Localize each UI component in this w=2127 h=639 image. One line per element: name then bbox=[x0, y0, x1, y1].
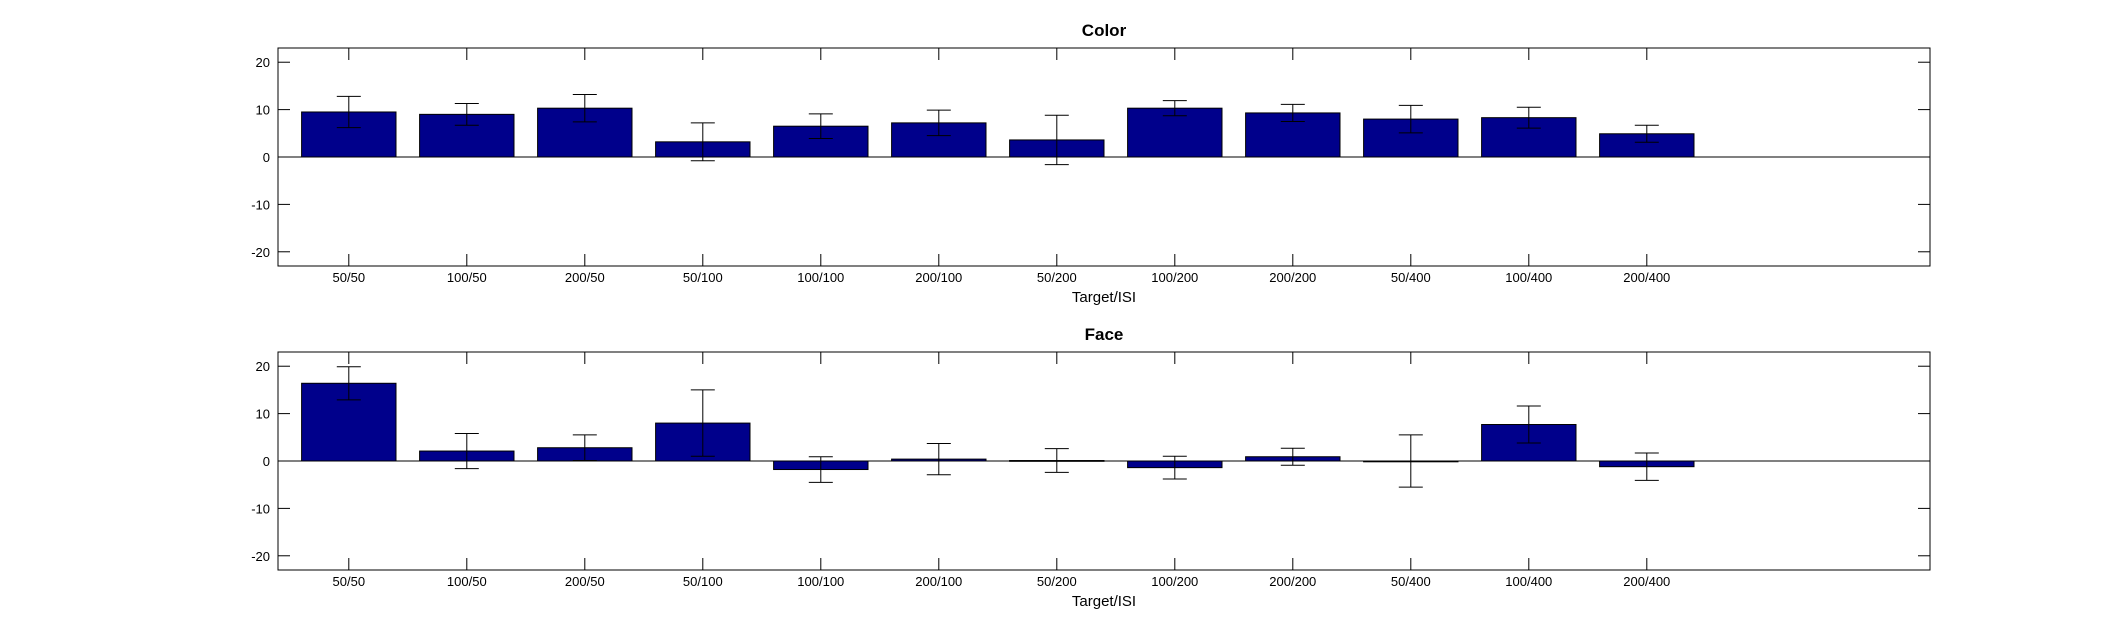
color-y-tick-label: -20 bbox=[251, 245, 270, 260]
color-x-tick-label: 200/50 bbox=[565, 270, 605, 285]
color-error-bar bbox=[926, 109, 951, 137]
face-x-tick-label: 200/50 bbox=[565, 574, 605, 589]
color-error-bar bbox=[808, 113, 833, 140]
color-x-axis-label: Target/ISI bbox=[1072, 289, 1136, 306]
color-panel: Color Target/ISI -20 -10 0 10 20 50/50 100/50 2… bbox=[251, 21, 1931, 306]
color-chart-title: Color bbox=[1082, 21, 1127, 40]
face-error-bar bbox=[926, 442, 951, 476]
face-x-axis-label: Target/ISI bbox=[1072, 593, 1136, 610]
face-x-tick-label: 100/100 bbox=[797, 574, 844, 589]
face-x-tick-label: 50/100 bbox=[683, 574, 723, 589]
color-x-tick-label: 100/200 bbox=[1151, 270, 1198, 285]
face-x-tick-label: 50/200 bbox=[1037, 574, 1077, 589]
face-x-tick-label: 50/400 bbox=[1391, 574, 1431, 589]
face-x-tick-label: 200/200 bbox=[1269, 574, 1316, 589]
color-x-tick-label: 200/100 bbox=[915, 270, 962, 285]
color-x-tick-label: 100/400 bbox=[1505, 270, 1552, 285]
face-panel: Face Target/ISI -20 -10 0 10 20 50/50 100/50 20… bbox=[251, 325, 1931, 610]
color-error-bar bbox=[572, 93, 597, 123]
color-x-tick-label: 200/400 bbox=[1623, 270, 1670, 285]
color-y-tick-label: 0 bbox=[263, 150, 270, 165]
face-error-bar bbox=[336, 366, 361, 401]
face-error-bar bbox=[1280, 447, 1305, 466]
color-y-tick-label: -10 bbox=[251, 197, 270, 212]
color-x-tick-label: 50/400 bbox=[1391, 270, 1431, 285]
face-error-bar bbox=[1162, 455, 1187, 480]
color-error-bar bbox=[1398, 104, 1423, 134]
face-error-bar bbox=[690, 389, 715, 457]
color-y-tick-label: 20 bbox=[256, 55, 270, 70]
color-error-bar bbox=[336, 95, 361, 129]
face-error-bar bbox=[1634, 452, 1659, 481]
face-x-tick-label: 100/200 bbox=[1151, 574, 1198, 589]
face-error-bar bbox=[1516, 405, 1541, 444]
face-x-tick-label: 100/400 bbox=[1505, 574, 1552, 589]
color-y-tick-label: 10 bbox=[256, 103, 270, 118]
face-x-tick-label: 200/400 bbox=[1623, 574, 1670, 589]
face-y-tick-label: -20 bbox=[251, 549, 270, 564]
face-y-tick-label: 10 bbox=[256, 407, 270, 422]
face-error-bar bbox=[454, 433, 479, 470]
face-error-bar bbox=[1044, 448, 1069, 473]
face-error-bar bbox=[1398, 434, 1423, 488]
color-x-tick-label: 50/50 bbox=[333, 270, 366, 285]
color-error-bar bbox=[454, 102, 479, 126]
color-error-bar bbox=[690, 122, 715, 162]
color-error-bar bbox=[1516, 106, 1541, 129]
color-x-tick-label: 50/200 bbox=[1037, 270, 1077, 285]
color-x-tick-label: 200/200 bbox=[1269, 270, 1316, 285]
color-error-bar bbox=[1634, 124, 1659, 143]
face-x-tick-label: 200/100 bbox=[915, 574, 962, 589]
color-x-tick-label: 100/100 bbox=[797, 270, 844, 285]
color-error-bar bbox=[1044, 114, 1069, 166]
face-y-tick-label: -10 bbox=[251, 501, 270, 516]
face-y-tick-label: 0 bbox=[263, 454, 270, 469]
face-x-tick-label: 50/50 bbox=[333, 574, 366, 589]
face-error-bar bbox=[572, 434, 597, 462]
face-x-tick-label: 100/50 bbox=[447, 574, 487, 589]
color-error-bar bbox=[1280, 103, 1305, 122]
face-y-tick-label: 20 bbox=[256, 359, 270, 374]
face-error-bar bbox=[808, 456, 833, 483]
face-chart-title: Face bbox=[1085, 325, 1124, 344]
color-x-tick-label: 50/100 bbox=[683, 270, 723, 285]
color-error-bar bbox=[1162, 100, 1187, 117]
color-bar bbox=[1127, 107, 1223, 158]
color-x-tick-label: 100/50 bbox=[447, 270, 487, 285]
